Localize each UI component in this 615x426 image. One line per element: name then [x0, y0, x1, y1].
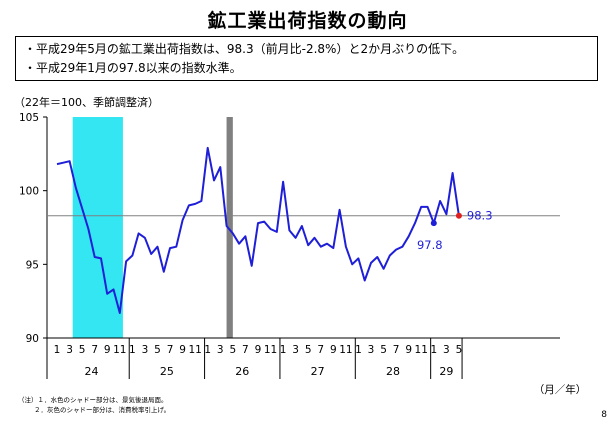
month-tick-label: 5 [79, 344, 86, 356]
month-tick-label: 1 [430, 344, 437, 356]
tax-increase-shade [226, 117, 233, 338]
month-tick-label: 1 [129, 344, 136, 356]
footnote-2: ２．灰色のシャドー部分は、消費税率引上げ。 [34, 406, 171, 414]
month-tick-label: 1 [280, 344, 287, 356]
month-tick-label: 1 [54, 344, 61, 356]
year-label: 28 [386, 365, 400, 378]
month-tick-label: 1 [355, 344, 362, 356]
month-tick-label: 3 [292, 344, 299, 356]
month-tick-label: 11 [415, 344, 428, 356]
year-label: 29 [439, 365, 453, 378]
month-tick-label: 7 [393, 344, 400, 356]
marker-jan-2017 [430, 220, 437, 227]
unit-label: （22年＝100、季節調整済） [14, 96, 159, 109]
page-title: 鉱工業出荷指数の動向 [207, 10, 408, 32]
month-tick-label: 11 [339, 344, 352, 356]
month-tick-label: 3 [217, 344, 224, 356]
year-label: 24 [85, 365, 99, 378]
month-tick-label: 5 [380, 344, 387, 356]
month-tick-label: 9 [255, 344, 262, 356]
year-label: 27 [311, 365, 325, 378]
month-tick-label: 7 [242, 344, 249, 356]
recession-shade [72, 117, 123, 338]
month-tick-label: 7 [167, 344, 174, 356]
marker-may-2017 [455, 212, 462, 219]
y-tick-label: 90 [26, 333, 39, 345]
month-tick-label: 9 [405, 344, 412, 356]
month-tick-label: 11 [264, 344, 277, 356]
month-tick-label: 5 [305, 344, 312, 356]
month-tick-label: 3 [368, 344, 375, 356]
annotation-may-2017: 98.3 [467, 209, 493, 223]
month-tick-label: 3 [142, 344, 149, 356]
month-tick-label: 5 [456, 344, 463, 356]
year-label: 26 [235, 365, 249, 378]
month-tick-label: 3 [66, 344, 73, 356]
month-tick-label: 11 [188, 344, 201, 356]
y-tick-label: 100 [19, 186, 39, 198]
month-tick-label: 9 [104, 344, 111, 356]
month-tick-label: 7 [317, 344, 324, 356]
summary-bullet-1: ・平成29年5月の鉱工業出荷指数は、98.3（前月比-2.8%）と2か月ぶりの低… [24, 42, 465, 56]
summary-box: ・平成29年5月の鉱工業出荷指数は、98.3（前月比-2.8%）と2か月ぶりの低… [15, 36, 598, 81]
y-tick-label: 95 [26, 259, 39, 271]
y-tick-label: 105 [19, 112, 39, 124]
month-tick-label: 5 [229, 344, 236, 356]
month-tick-label: 3 [443, 344, 450, 356]
x-axis-unit: （月／年） [534, 383, 587, 396]
month-tick-label: 11 [113, 344, 126, 356]
month-tick-label: 9 [179, 344, 186, 356]
month-tick-label: 5 [154, 344, 161, 356]
page-number: 8 [601, 410, 607, 420]
month-tick-label: 7 [91, 344, 98, 356]
year-label: 25 [160, 365, 174, 378]
series-line [56, 146, 460, 314]
month-tick-label: 1 [204, 344, 211, 356]
summary-bullet-2: ・平成29年1月の97.8以来の指数水準。 [24, 61, 242, 75]
month-tick-label: 9 [330, 344, 337, 356]
footnotes: （注）１．水色のシャドー部分は、景気後退局面。 ２．灰色のシャドー部分は、消費税… [18, 395, 170, 415]
footnote-1: （注）１．水色のシャドー部分は、景気後退局面。 [18, 396, 168, 404]
annotation-jan-2017: 97.8 [417, 238, 443, 252]
